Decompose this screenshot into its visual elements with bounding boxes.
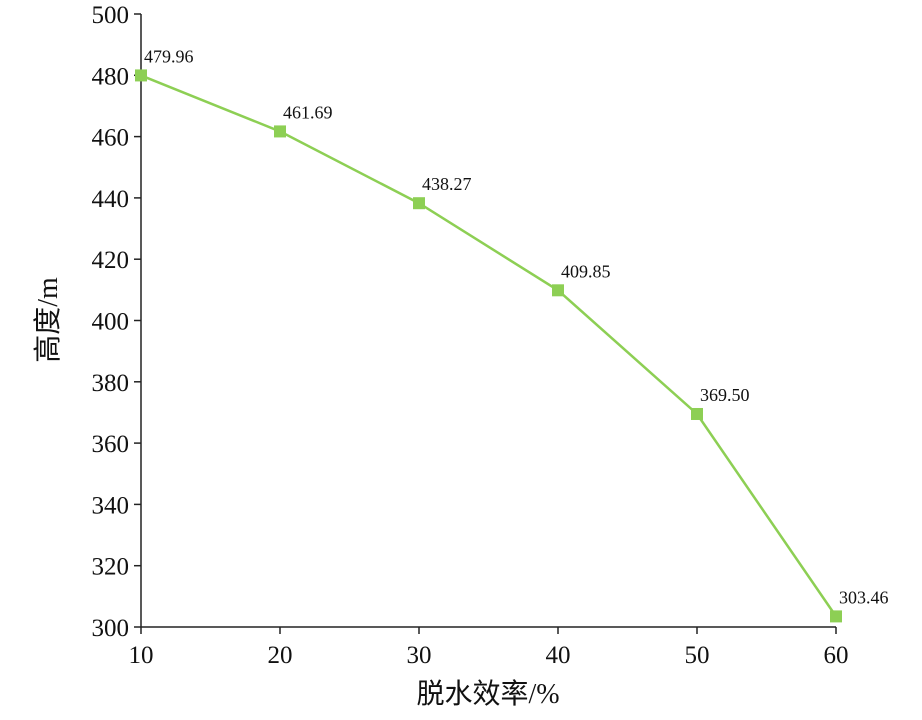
y-tick-label: 420 — [92, 247, 130, 274]
data-labels-layer: 479.96 461.69 438.27 409.85 369.50 303.46 — [144, 46, 889, 607]
data-point-marker — [274, 125, 286, 138]
x-tick-label: 30 — [407, 642, 432, 669]
series-line — [140, 74, 838, 618]
axes-layer — [140, 14, 836, 628]
data-label: 409.85 — [561, 261, 611, 281]
series-layer — [135, 69, 842, 623]
data-label: 479.96 — [144, 46, 194, 66]
y-tick-label: 300 — [92, 615, 130, 642]
data-point-marker — [691, 407, 703, 420]
y-tick-label: 320 — [92, 554, 130, 581]
x-tick-label: 20 — [268, 642, 293, 669]
y-tick-label: 500 — [92, 2, 130, 29]
x-tick-label: 40 — [546, 642, 571, 669]
y-axis-title: 高度/m — [32, 277, 64, 363]
y-tick-label: 460 — [92, 125, 130, 152]
x-tick-label: 10 — [129, 642, 154, 669]
data-point-marker — [552, 284, 564, 297]
ticks-layer: 300 320 340 360 380 400 420 440 460 480 500 10 20 30 4… — [92, 2, 849, 669]
y-tick-label: 400 — [92, 309, 130, 336]
data-point-marker — [830, 610, 842, 623]
y-tick-label: 340 — [92, 492, 130, 519]
data-label: 369.50 — [700, 385, 750, 405]
y-tick-label: 480 — [92, 63, 130, 90]
y-tick-label: 360 — [92, 431, 130, 458]
y-tick-label: 440 — [92, 186, 130, 213]
x-axis-title: 脱水效率/% — [416, 678, 559, 710]
x-tick-label: 50 — [685, 642, 710, 669]
data-label: 461.69 — [283, 102, 333, 122]
data-point-marker — [135, 69, 147, 82]
data-label: 438.27 — [422, 174, 472, 194]
data-label: 303.46 — [839, 587, 889, 607]
x-tick-label: 60 — [824, 642, 849, 669]
data-point-marker — [413, 197, 425, 210]
y-tick-label: 380 — [92, 370, 130, 397]
